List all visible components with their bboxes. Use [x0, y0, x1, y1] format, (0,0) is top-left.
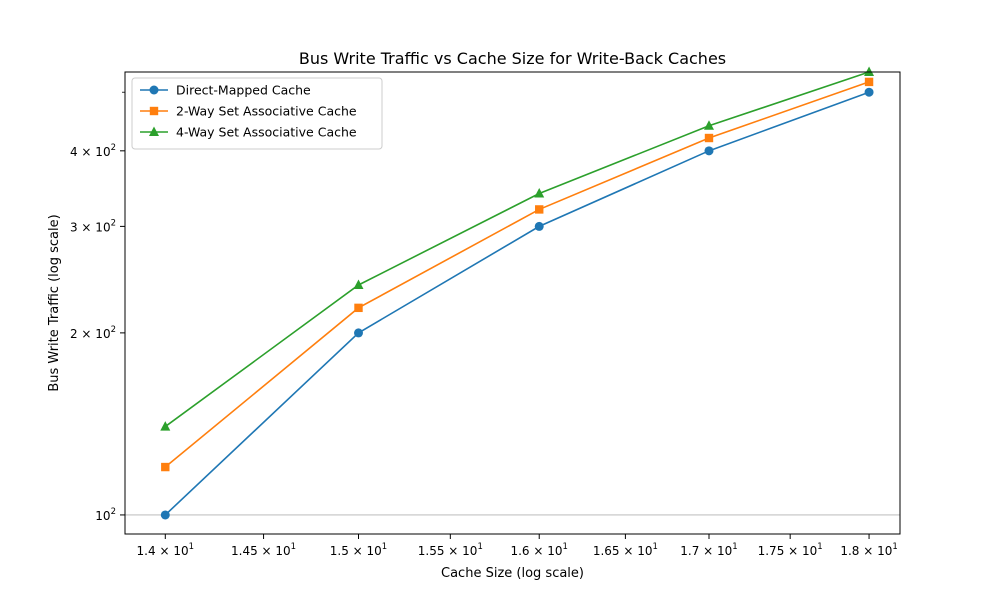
data-point	[864, 87, 874, 97]
x-tick-base: 1.6	[510, 544, 529, 558]
x-tick-label: 1.8 × 101	[840, 542, 897, 558]
data-point	[161, 462, 170, 472]
y-tick-label: 4 × 102	[70, 143, 116, 159]
x-axis-ticks: 1.4 × 101 1.45 × 101 1.5 × 101 1.55 × 101 1.…	[137, 534, 898, 558]
x-tick-base: 1.75	[758, 544, 785, 558]
x-tick-base: 1.8	[840, 544, 859, 558]
x-tick-label: 1.7 × 101	[680, 542, 737, 558]
data-point	[704, 133, 714, 143]
x-tick-times: × 10	[699, 544, 732, 558]
y-tick-base: 4 × 10	[70, 145, 111, 159]
y-tick-label: 3 × 102	[70, 218, 116, 234]
x-tick-base: 1.55	[418, 544, 445, 558]
y-tick-base: 3 × 10	[70, 220, 111, 234]
x-tick-label: 1.75 × 101	[758, 542, 823, 558]
x-tick-exponent: 1	[892, 542, 897, 552]
x-tick-label: 1.65 × 101	[593, 542, 658, 558]
x-tick-base: 1.7	[680, 544, 699, 558]
series-layer	[160, 66, 875, 520]
x-tick-label: 1.45 × 101	[231, 542, 296, 558]
x-tick-exponent: 1	[291, 542, 296, 552]
x-tick-times: × 10	[444, 544, 477, 558]
x-tick-exponent: 1	[653, 542, 658, 552]
data-point	[354, 303, 363, 313]
data-point	[353, 279, 364, 289]
data-point	[353, 328, 363, 338]
legend-box	[131, 77, 383, 150]
series-2	[161, 77, 874, 472]
series-3	[160, 66, 875, 431]
series-1	[160, 87, 874, 520]
x-tick-base: 1.5	[330, 544, 349, 558]
x-axis-label: Cache Size (log scale)	[441, 566, 584, 581]
x-tick-times: × 10	[156, 544, 189, 558]
data-point	[535, 205, 544, 214]
x-tick-times: × 10	[349, 544, 382, 558]
x-tick-exponent: 1	[563, 542, 568, 552]
y-tick-label: 102	[95, 507, 116, 523]
legend-item: Direct-Mapped Cache	[140, 83, 311, 98]
plot-area-frame	[124, 71, 901, 535]
y-tick-label: 2 × 102	[70, 325, 116, 341]
legend-marker	[149, 85, 159, 95]
legend: Direct-Mapped Cache 2-Way Set Associative…	[131, 77, 383, 150]
data-point	[160, 510, 170, 520]
x-tick-base: 1.4	[137, 544, 156, 558]
data-point	[864, 66, 875, 76]
data-point	[534, 188, 545, 198]
y-tick-exponent: 2	[111, 325, 116, 335]
x-tick-times: × 10	[530, 544, 563, 558]
legend-label: 2-Way Set Associative Cache	[176, 104, 357, 119]
y-tick-exponent: 2	[111, 143, 116, 153]
data-point	[703, 120, 714, 130]
y-tick-exponent: 2	[111, 507, 116, 517]
data-point	[160, 421, 171, 431]
x-tick-base: 1.45	[231, 544, 258, 558]
x-tick-exponent: 1	[477, 542, 482, 552]
x-tick-label: 1.55 × 101	[418, 542, 483, 558]
legend-label: 4-Way Set Associative Cache	[176, 125, 357, 140]
x-tick-base: 1.65	[593, 544, 620, 558]
y-tick-base: 10	[95, 509, 110, 523]
x-tick-times: × 10	[784, 544, 817, 558]
legend-marker	[149, 126, 159, 136]
legend-item: 4-Way Set Associative Cache	[140, 125, 357, 140]
data-point	[534, 221, 544, 231]
legend-marker	[149, 106, 159, 116]
x-tick-label: 1.4 × 101	[137, 542, 194, 558]
x-tick-times: × 10	[258, 544, 291, 558]
x-tick-label: 1.6 × 101	[510, 542, 567, 558]
x-tick-label: 1.5 × 101	[330, 542, 387, 558]
y-tick-exponent: 2	[111, 218, 116, 228]
legend-label: Direct-Mapped Cache	[176, 83, 311, 98]
x-tick-exponent: 1	[189, 542, 194, 552]
data-point	[864, 77, 874, 87]
data-point	[704, 146, 714, 156]
x-tick-exponent: 1	[732, 542, 737, 552]
legend-item: 2-Way Set Associative Cache	[140, 104, 357, 119]
x-tick-times: × 10	[859, 544, 892, 558]
chart-title: Bus Write Traffic vs Cache Size for Writ…	[299, 49, 726, 68]
x-tick-exponent: 1	[817, 542, 822, 552]
y-axis-label: Bus Write Traffic (log scale)	[47, 214, 62, 391]
y-tick-base: 2 × 10	[70, 327, 111, 341]
x-tick-times: × 10	[620, 544, 653, 558]
x-tick-exponent: 1	[382, 542, 387, 552]
